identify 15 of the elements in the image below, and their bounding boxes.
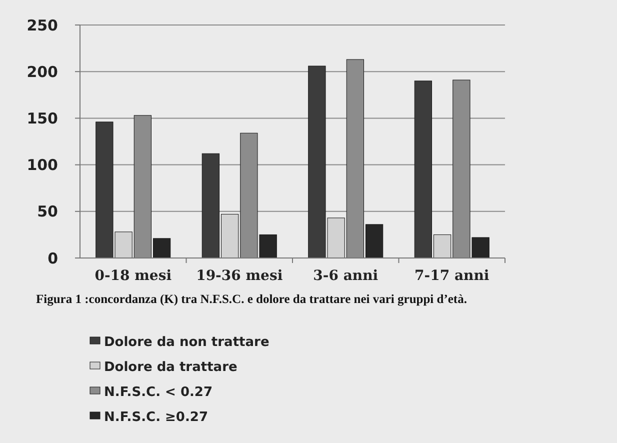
y-tick-label: 250	[26, 16, 58, 34]
y-tick-label: 50	[37, 202, 58, 221]
legend-label: Dolore da non trattare	[104, 335, 270, 350]
y-tick-label: 0	[48, 249, 58, 268]
legend-label: Dolore da trattare	[104, 360, 238, 375]
x-tick-label: 0-18 mesi	[94, 268, 172, 284]
x-tick-label: 3-6 anni	[313, 268, 378, 284]
text: Figura 1 :concordanza (K) tra N.F.S.C. e dolore da trattare nei vari gruppi d’età.	[36, 292, 467, 306]
legend-label: N.F.S.C. ≥0.27	[104, 410, 208, 425]
y-tick-label: 150	[26, 109, 58, 128]
x-tick-label: 19-36 mesi	[196, 268, 283, 284]
x-tick-label: 7-17 anni	[414, 268, 490, 284]
legend-label: N.F.S.C. < 0.27	[104, 385, 213, 400]
y-tick-label: 100	[26, 156, 58, 174]
y-tick-label: 200	[26, 62, 58, 81]
